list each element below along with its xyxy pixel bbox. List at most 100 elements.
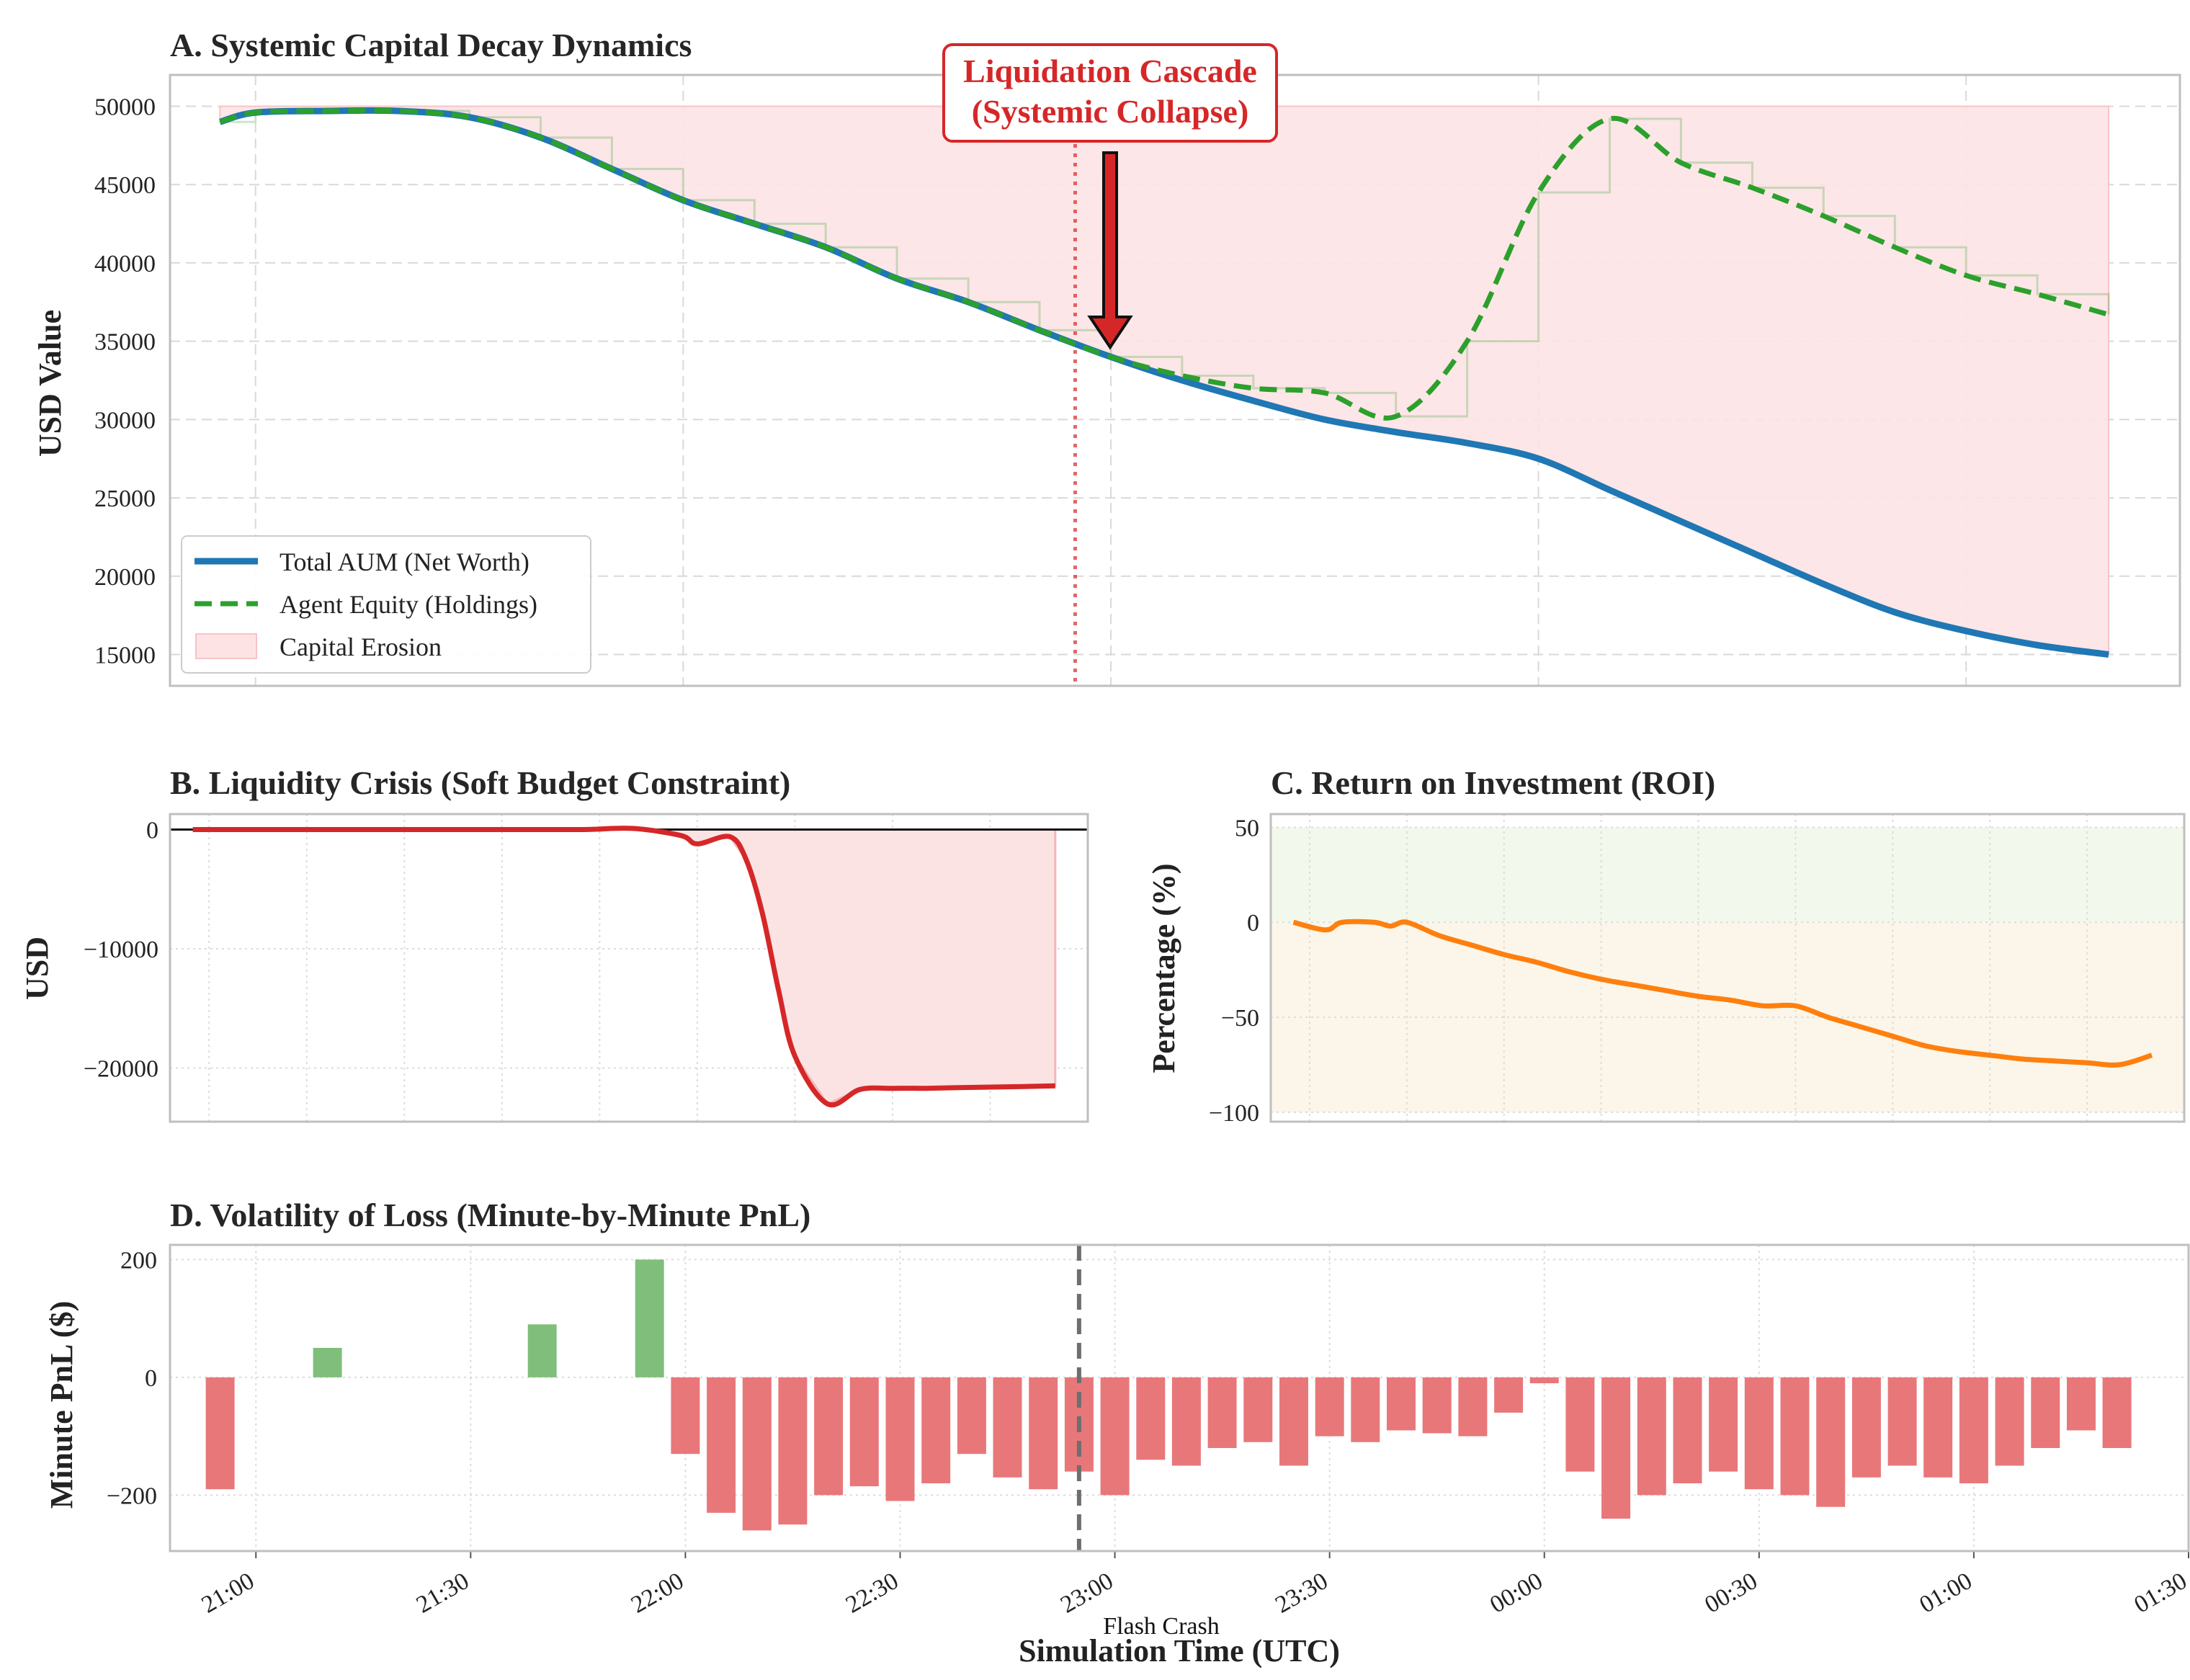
pnl-loss-bar — [671, 1377, 700, 1455]
panel-a: A. Systemic Capital Decay Dynamics USD V… — [32, 27, 2181, 687]
panel-d-yticks: −200 0 200 — [107, 1247, 157, 1509]
pnl-loss-bar — [1887, 1377, 1917, 1466]
pnl-loss-bar — [1959, 1377, 1988, 1483]
pnl-loss-bar — [2067, 1377, 2096, 1431]
pnl-loss-bar — [1673, 1377, 1702, 1483]
pnl-loss-bar — [1029, 1377, 1058, 1490]
pnl-loss-bar — [1637, 1377, 1666, 1496]
pnl-loss-bar — [1351, 1377, 1380, 1442]
panel-c-ylabel: Percentage (%) — [1146, 863, 1181, 1073]
annotation-arrow-icon — [1087, 151, 1133, 350]
pnl-loss-bar — [2031, 1377, 2060, 1448]
panel-d-xtick-label: 00:30 — [1700, 1568, 1762, 1619]
panel-b: B. Liquidity Crisis (Soft Budget Constra… — [19, 764, 1089, 1123]
pnl-loss-bar — [205, 1377, 235, 1490]
panel-d-xtick-label: 01:30 — [2129, 1568, 2190, 1619]
panel-d-frame — [169, 1243, 2190, 1552]
pnl-loss-bar — [778, 1377, 808, 1525]
panel-b-ytick-label: 0 — [146, 818, 158, 844]
pnl-loss-bar — [1458, 1377, 1488, 1437]
pnl-loss-bar — [1171, 1377, 1201, 1466]
pnl-loss-bar — [1601, 1377, 1631, 1519]
panel-c-ytick-label: −100 — [1209, 1100, 1259, 1127]
panel-a-legend: Total AUM (Net Worth) Agent Equity (Hold… — [181, 535, 591, 674]
panel-a-ytick-label: 40000 — [94, 251, 156, 277]
flash-crash-label: Flash Crash — [1103, 1613, 1220, 1640]
pnl-loss-bar — [1923, 1377, 1953, 1478]
pnl-loss-bar — [814, 1377, 844, 1496]
x-axis-label: Simulation Time (UTC) — [1019, 1633, 1340, 1668]
panel-d-xtick-label: 22:30 — [841, 1568, 903, 1619]
pnl-loss-bar — [1565, 1377, 1595, 1472]
panel-d-ylabel: Minute PnL ($) — [44, 1301, 79, 1509]
panel-b-title: B. Liquidity Crisis (Soft Budget Constra… — [170, 764, 790, 801]
panel-c-ytick-label: −50 — [1221, 1005, 1259, 1032]
panel-c-grid — [1271, 814, 2184, 1122]
panel-a-ytick-label: 50000 — [94, 94, 156, 120]
pnl-loss-bar — [2102, 1377, 2132, 1448]
annotation-line-2: (Systemic Collapse) — [972, 93, 1249, 130]
pnl-loss-bar — [1243, 1377, 1273, 1442]
pnl-loss-bar — [1422, 1377, 1452, 1434]
pnl-loss-bar — [1136, 1377, 1166, 1460]
legend-equity-label: Agent Equity (Holdings) — [280, 590, 537, 619]
panel-a-ylabel: USD Value — [32, 310, 68, 457]
pnl-loss-bar — [742, 1377, 772, 1531]
pnl-loss-bar — [993, 1377, 1022, 1478]
positive-roi-band — [1271, 827, 2184, 923]
pnl-loss-bar — [1780, 1377, 1810, 1496]
pnl-loss-bar — [885, 1377, 915, 1501]
pnl-loss-bar — [1315, 1377, 1344, 1437]
panel-a-ytick-label: 30000 — [94, 407, 156, 434]
panel-d-xtick-label: 21:30 — [412, 1568, 474, 1619]
panel-d-xtick-label: 22:00 — [627, 1568, 689, 1619]
pnl-loss-bar — [1709, 1377, 1738, 1472]
cash-shortfall-area — [189, 827, 1057, 1106]
pnl-loss-bar — [1494, 1377, 1524, 1413]
annotation-line-1: Liquidation Cascade — [963, 53, 1257, 89]
cash-balance-line — [192, 826, 1055, 1108]
panel-d: D. Volatility of Loss (Minute-by-Minute … — [44, 1197, 2190, 1668]
panel-d-xtick-label: 21:00 — [197, 1568, 259, 1619]
annotation-box — [942, 43, 1278, 143]
panel-c-ytick-label: 0 — [1247, 910, 1259, 937]
panel-a-ytick-label: 20000 — [94, 564, 156, 591]
pnl-loss-bar — [1387, 1377, 1416, 1431]
pnl-loss-bar — [1207, 1377, 1237, 1448]
panel-a-ytick-label: 25000 — [94, 486, 156, 512]
pnl-gain-bar — [635, 1259, 664, 1377]
pnl-loss-bar — [921, 1377, 951, 1483]
panel-d-xticks: 21:00 21:30 22:00 22:30 23:00 23:30 00:00 00:30… — [197, 1551, 2190, 1619]
panel-d-ytick-label: 0 — [145, 1365, 157, 1392]
panel-d-grid — [170, 1245, 2189, 1551]
panel-a-title: A. Systemic Capital Decay Dynamics — [170, 27, 692, 63]
panel-c-yticks: −100 −50 0 50 — [1209, 815, 1259, 1126]
pnl-loss-bar — [957, 1377, 986, 1455]
panel-b-ytick-label: −10000 — [84, 937, 158, 963]
pnl-loss-bar — [1279, 1377, 1308, 1466]
pnl-loss-bar — [1816, 1377, 1846, 1507]
panel-a-ytick-label: 15000 — [94, 643, 156, 669]
pnl-loss-bar — [1529, 1377, 1559, 1384]
pnl-loss-bar — [707, 1377, 736, 1513]
panel-b-ytick-label: −20000 — [84, 1056, 158, 1083]
pnl-gain-bar — [313, 1348, 342, 1377]
panel-a-yticks: 15000 20000 25000 30000 35000 40000 45000 50000 — [94, 94, 156, 669]
panel-d-xtick-label: 23:30 — [1271, 1568, 1333, 1619]
panel-d-ytick-label: −200 — [107, 1483, 157, 1509]
panel-d-xtick-label: 23:00 — [1056, 1568, 1118, 1619]
roi-line — [1292, 919, 2153, 1068]
panel-c: C. Return on Investment (ROI) Percentage… — [1146, 764, 2186, 1127]
pnl-loss-bar — [1100, 1377, 1130, 1496]
cascade-annotation: Liquidation Cascade (Systemic Collapse) — [942, 43, 1278, 350]
panel-d-title: D. Volatility of Loss (Minute-by-Minute … — [170, 1197, 810, 1233]
legend-erosion-label: Capital Erosion — [280, 633, 442, 661]
panel-b-yticks: −20000 −10000 0 — [84, 818, 158, 1083]
panel-d-ytick-label: 200 — [120, 1247, 157, 1274]
legend-box — [181, 535, 591, 674]
panel-a-ytick-label: 45000 — [94, 172, 156, 199]
pnl-loss-bar — [1744, 1377, 1774, 1490]
panel-c-ytick-label: 50 — [1235, 815, 1259, 841]
pnl-gain-bar — [527, 1324, 557, 1377]
